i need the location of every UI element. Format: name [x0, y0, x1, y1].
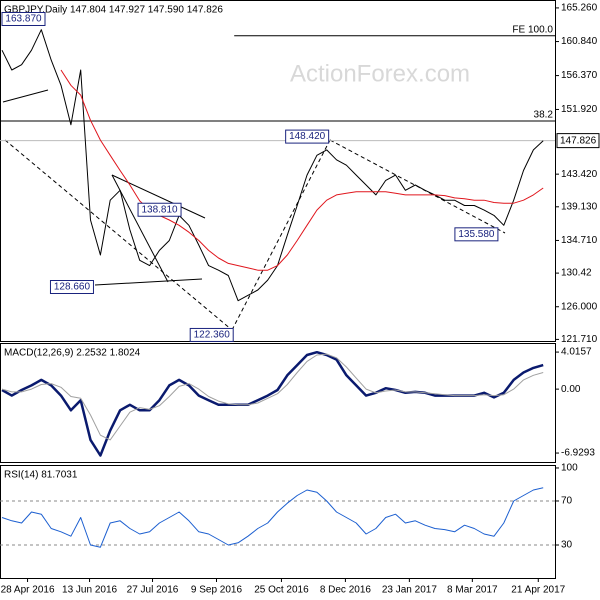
x-tick-label: 8 Dec 2016 [320, 585, 372, 596]
annotation-label: 163.870 [5, 14, 42, 25]
x-tick-label: 23 Jan 2017 [382, 585, 437, 596]
panel-title: GBPJPY,Daily 147.804 147.927 147.590 147… [4, 5, 223, 16]
y-tick-label: 30 [561, 540, 573, 551]
level-label: 38.2 [534, 110, 554, 121]
watermark: ActionForex.com [290, 60, 470, 87]
panel-frame [0, 343, 556, 463]
y-tick-label: 139.130 [561, 201, 598, 212]
x-tick-label: 25 Oct 2016 [254, 585, 309, 596]
y-tick-label: 0.00 [561, 384, 581, 395]
y-tick-label: 130.42 [561, 268, 592, 279]
level-label: FE 100.0 [512, 24, 553, 35]
panel-frame [0, 0, 556, 342]
x-tick-label: 28 Apr 2016 [1, 585, 55, 596]
y-tick-label: 156.370 [561, 70, 598, 81]
panel-title: RSI(14) 81.7031 [4, 470, 78, 481]
annotation-box [454, 227, 499, 242]
y-tick-label: 165.260 [561, 3, 598, 14]
series-line [1, 29, 544, 302]
trendline [111, 174, 169, 283]
last-price-label: 147.826 [560, 135, 597, 146]
y-tick-label: -6.9293 [561, 448, 595, 459]
y-tick-label: 134.710 [561, 235, 598, 246]
x-tick-label: 9 Sep 2016 [191, 585, 243, 596]
y-tick-label: 70 [561, 496, 573, 507]
panel-title: MACD(12,26,9) 2.2532 1.8024 [4, 348, 141, 359]
x-tick-label: 8 Mar 2017 [447, 585, 498, 596]
y-tick-label: 160.840 [561, 36, 598, 47]
series-line [60, 69, 544, 271]
annotation-label: 148.420 [289, 131, 326, 142]
series-line [1, 487, 544, 548]
panel-frame [0, 465, 556, 579]
x-tick-label: 21 Apr 2017 [511, 585, 565, 596]
trendline [2, 89, 49, 103]
series-line [1, 353, 544, 441]
trendline [231, 139, 331, 331]
annotation-box [285, 129, 330, 144]
y-tick-label: 126.000 [561, 301, 598, 312]
y-tick-label: 100 [561, 463, 578, 474]
trendline [94, 278, 203, 286]
annotation-box [1, 11, 46, 26]
x-tick-label: 13 Jun 2016 [62, 585, 117, 596]
last-price-box [556, 133, 600, 149]
annotation-box [137, 202, 182, 217]
y-tick-label: 143.420 [561, 169, 598, 180]
annotation-label: 138.810 [141, 204, 178, 215]
y-tick-label: 151.920 [561, 104, 598, 115]
annotation-label: 128.660 [54, 282, 91, 293]
annotation-label: 122.360 [194, 330, 231, 341]
y-tick-label: 4.0157 [561, 347, 592, 358]
y-tick-label: 121.710 [561, 334, 598, 345]
annotation-box [49, 280, 94, 295]
trendline [4, 139, 233, 331]
x-tick-label: 27 Jul 2016 [127, 585, 179, 596]
annotation-box [189, 327, 234, 342]
annotation-label: 135.580 [458, 229, 495, 240]
